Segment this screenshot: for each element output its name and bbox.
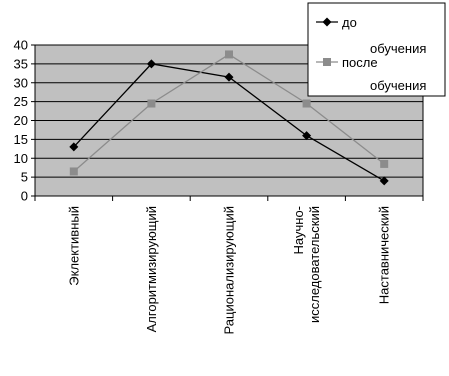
x-category-label-2: Алгоритмизирующий <box>144 206 159 332</box>
x-category-label-2-line-1: Алгоритмизирующий <box>144 206 159 332</box>
x-category-label-4: Научно-исследовательский <box>291 206 322 323</box>
series-1-point-1 <box>69 142 79 152</box>
series-2-point-1 <box>69 167 78 176</box>
y-tick-label-35: 35 <box>14 56 28 71</box>
y-tick-label-0: 0 <box>21 189 28 204</box>
x-category-label-5-line-1: Наставнический <box>377 206 392 304</box>
legend-label-2-line-1: после <box>342 55 378 70</box>
x-category-label-1: Эклективный <box>66 206 81 286</box>
series-1-point-2 <box>146 59 156 69</box>
legend-marker-1 <box>322 17 332 27</box>
y-tick-label-30: 30 <box>14 75 28 90</box>
y-tick-label-5: 5 <box>21 170 28 185</box>
x-category-label-1-line-1: Эклективный <box>66 206 81 286</box>
series-1-point-3 <box>224 72 234 82</box>
legend-label-1-line-1: до <box>342 15 357 30</box>
series-1-point-5 <box>379 176 389 186</box>
x-category-label-3: Рационализирующий <box>222 206 237 334</box>
series-2-point-2 <box>147 99 156 108</box>
x-category-label-3-line-1: Рационализирующий <box>222 206 237 334</box>
series-1-point-4 <box>302 131 312 141</box>
y-tick-label-40: 40 <box>14 38 28 53</box>
y-tick-label-10: 10 <box>14 151 28 166</box>
y-tick-label-25: 25 <box>14 94 28 109</box>
series-2-point-3 <box>225 50 233 59</box>
y-tick-label-20: 20 <box>14 113 28 128</box>
legend-box <box>307 2 446 97</box>
series-2-point-4 <box>302 99 311 108</box>
legend-marker-2 <box>323 58 331 66</box>
x-category-label-4-line-2: исследовательский <box>307 206 322 323</box>
x-category-label-5: Наставнический <box>377 206 392 304</box>
series-2-point-5 <box>380 159 389 168</box>
y-tick-label-15: 15 <box>14 132 28 147</box>
legend-label-1-line-2: обучения <box>370 41 426 56</box>
x-category-label-4-line-1: Научно- <box>291 206 306 254</box>
legend-label-2-line-2: обучения <box>370 78 426 93</box>
